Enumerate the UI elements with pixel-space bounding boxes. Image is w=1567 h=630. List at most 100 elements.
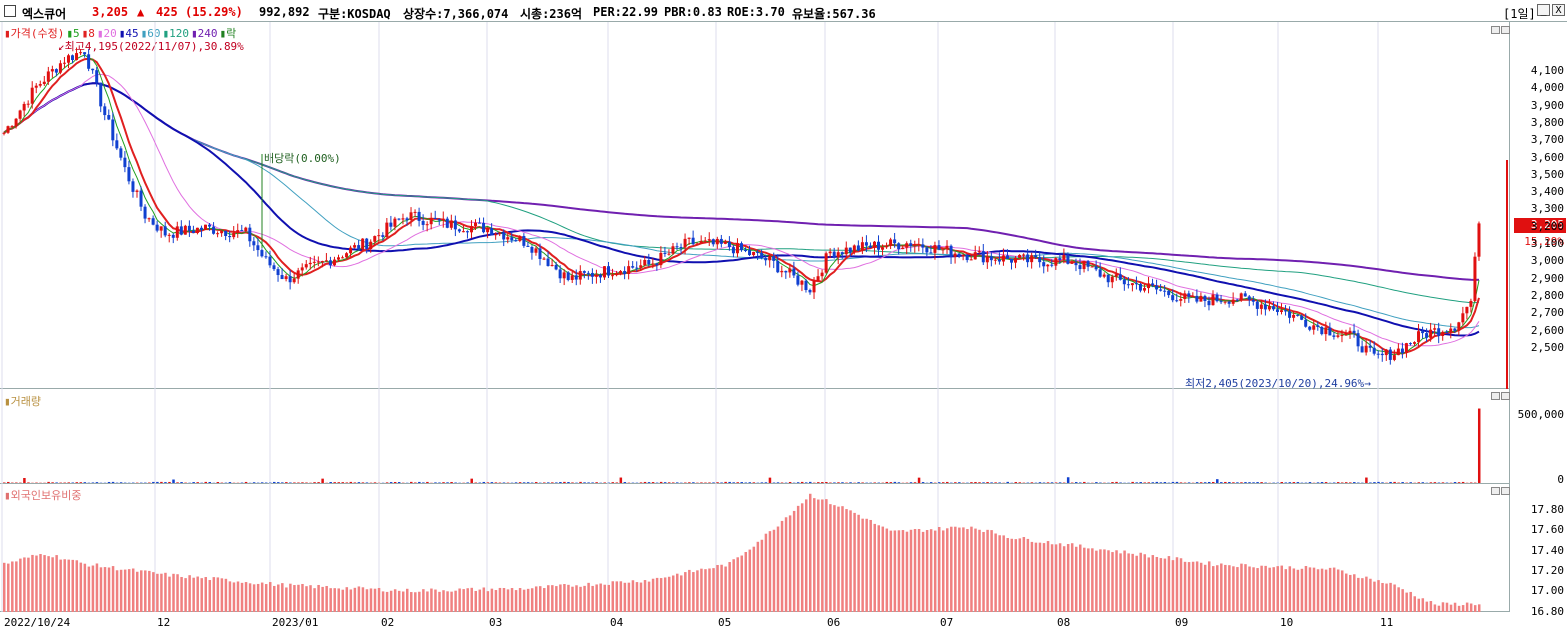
- volume-bar: [522, 482, 526, 483]
- volume-bar: [736, 482, 739, 483]
- foreign-bar: [1119, 553, 1122, 612]
- legend-item: ▮20: [96, 27, 117, 40]
- candle: [405, 216, 409, 226]
- foreign-bar: [575, 585, 578, 612]
- foreign-bar: [1066, 544, 1070, 612]
- volume-bar: [873, 482, 876, 483]
- candle: [494, 232, 498, 240]
- foreign-bar: [83, 563, 87, 612]
- date-tick: 2022/10/24: [4, 616, 71, 629]
- foreign-bar: [47, 556, 50, 612]
- foreign-bar: [1074, 546, 1078, 612]
- candle: [667, 249, 671, 256]
- foreign-bar: [1228, 565, 1231, 612]
- foreign-bar: [1131, 553, 1134, 612]
- candle: [6, 125, 10, 134]
- foreign-bar: [55, 555, 58, 612]
- foreign-bar: [567, 584, 570, 612]
- pane-max-button[interactable]: [1491, 26, 1500, 34]
- volume-bar: [1288, 482, 1292, 483]
- candle: [558, 265, 562, 284]
- candle: [332, 256, 336, 267]
- candle: [54, 68, 58, 77]
- foreign-bar: [329, 588, 332, 612]
- date-tick: 03: [489, 616, 503, 629]
- pane-max-button[interactable]: [1491, 487, 1500, 495]
- candle: [1046, 264, 1050, 272]
- candle: [1211, 290, 1215, 306]
- pane-max-button[interactable]: [1491, 392, 1500, 400]
- legend-item: ▮120: [162, 27, 189, 40]
- candle: [183, 224, 187, 235]
- legend-item: ▮가격(수정): [4, 27, 65, 40]
- candle: [83, 52, 87, 58]
- candle: [409, 207, 413, 227]
- foreign-bar: [623, 582, 627, 612]
- foreign-bar: [522, 589, 526, 612]
- close-button[interactable]: X: [1552, 4, 1565, 16]
- legend-item: ▮5: [66, 27, 80, 40]
- foreign-bar: [631, 580, 635, 612]
- foreign-bar: [684, 572, 687, 612]
- foreign-bar: [1280, 565, 1284, 612]
- pane-close-button[interactable]: [1501, 392, 1510, 400]
- volume-bar: [861, 482, 864, 483]
- foreign-bar: [547, 585, 550, 612]
- price-pane[interactable]: [0, 22, 1510, 389]
- candle: [304, 260, 308, 270]
- candle: [115, 133, 119, 151]
- volume-bar: [1381, 482, 1384, 483]
- minimize-button[interactable]: _: [1537, 4, 1550, 16]
- foreign-bar: [277, 584, 280, 612]
- foreign-bar: [196, 576, 199, 612]
- pane-close-button[interactable]: [1501, 487, 1510, 495]
- foreign-bar: [1437, 605, 1441, 612]
- foreign-bar: [603, 584, 606, 612]
- foreign-bar: [264, 584, 268, 612]
- foreign-bar: [925, 530, 929, 612]
- period-selector[interactable]: [1일]: [1503, 7, 1536, 21]
- foreign-bar: [837, 506, 840, 612]
- candle: [937, 240, 941, 251]
- foreign-bar: [889, 530, 893, 612]
- pane-close-button[interactable]: [1501, 26, 1510, 34]
- foreign-bar: [1151, 555, 1155, 612]
- foreign-bar: [671, 575, 675, 612]
- volume-bar: [1199, 482, 1203, 483]
- volume-bar: [502, 482, 506, 483]
- volume-bar: [1292, 482, 1296, 483]
- foreign-chart[interactable]: [0, 484, 1510, 612]
- volume-chart[interactable]: [0, 389, 1510, 484]
- foreign-bar: [692, 572, 695, 612]
- foreign-bar: [1465, 602, 1469, 612]
- candle: [1271, 301, 1275, 311]
- foreign-bar: [792, 510, 796, 612]
- volume-pane[interactable]: [0, 389, 1510, 484]
- foreign-bar: [514, 590, 518, 612]
- price-chart[interactable]: [0, 22, 1510, 389]
- foreign-bar: [933, 530, 937, 612]
- volume-bar: [909, 482, 913, 483]
- foreign-bar: [1062, 546, 1066, 612]
- candle: [739, 241, 743, 252]
- volume-bar: [716, 482, 719, 483]
- foreign-bar: [720, 564, 723, 612]
- date-tick: 02: [381, 616, 395, 629]
- volume-bar: [317, 482, 320, 483]
- candle: [731, 245, 735, 258]
- candle: [1263, 299, 1267, 316]
- foreign-bar: [180, 576, 183, 612]
- candle: [639, 259, 643, 271]
- candle: [46, 66, 50, 85]
- volume-bar: [1401, 482, 1404, 483]
- volume-bar: [1429, 482, 1433, 483]
- select-checkbox[interactable]: [4, 5, 16, 17]
- candle: [417, 207, 421, 227]
- volume-bar: [1131, 481, 1134, 483]
- volume-bar: [551, 482, 554, 483]
- foreign-bar: [667, 576, 671, 612]
- volume-tick: 0: [1557, 473, 1564, 486]
- stock-name[interactable]: 엑스큐어: [22, 7, 67, 21]
- foreign-bar: [1135, 555, 1138, 612]
- volume-bar: [164, 482, 167, 483]
